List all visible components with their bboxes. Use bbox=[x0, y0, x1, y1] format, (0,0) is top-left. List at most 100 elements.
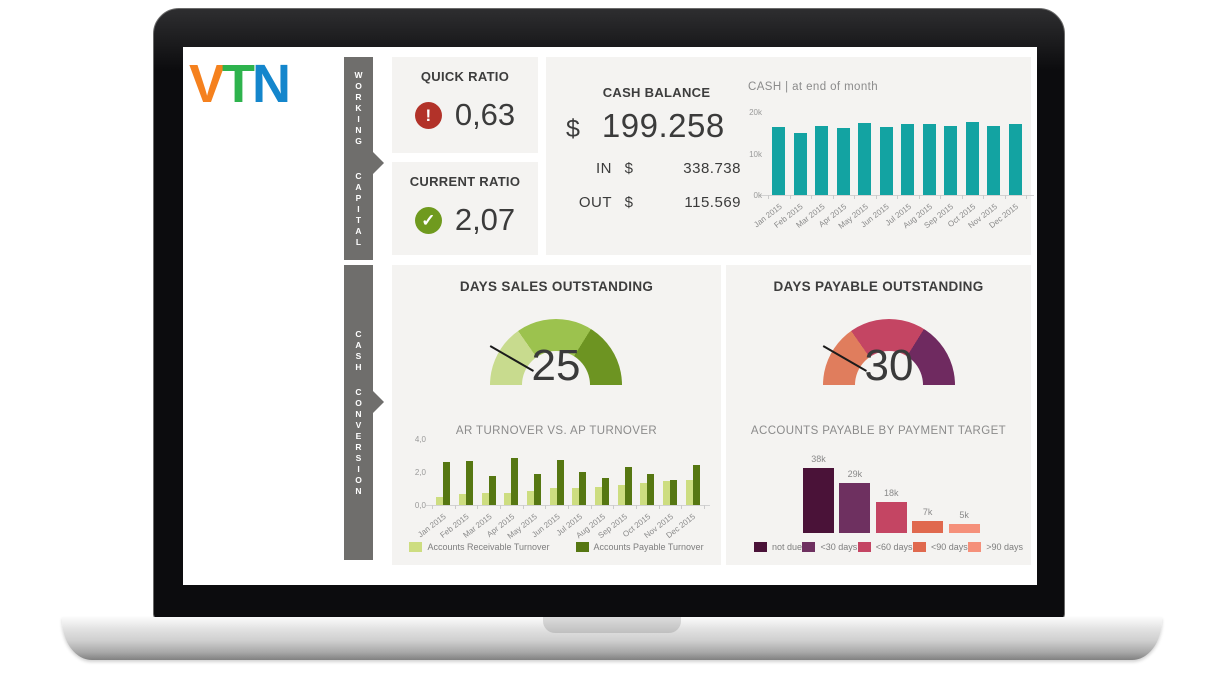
cash-in-value: 338.738 bbox=[683, 160, 741, 177]
y-axis-tick-label: 20k bbox=[749, 108, 762, 117]
quick-ratio-title: QUICK RATIO bbox=[420, 69, 510, 84]
tab-letter: V bbox=[355, 419, 362, 430]
legend-swatch bbox=[409, 542, 423, 552]
legend-swatch bbox=[754, 542, 767, 552]
tab-letter: N bbox=[355, 124, 362, 135]
tab-letter: G bbox=[355, 135, 362, 146]
cash-balance-title: CASH BALANCE bbox=[602, 85, 711, 100]
ap-turnover-bar bbox=[556, 459, 564, 505]
tab-letter: I bbox=[357, 113, 360, 124]
tab-letter: I bbox=[357, 463, 360, 474]
legend-item: >90 days bbox=[968, 542, 1023, 552]
tab-letter: W bbox=[354, 69, 363, 80]
out-label: OUT bbox=[578, 194, 612, 211]
ap-turnover-bar bbox=[511, 457, 519, 505]
payment-target-bar bbox=[839, 483, 871, 533]
vtn-logo: VTN bbox=[189, 54, 291, 114]
legend-item: Accounts Payable Turnover bbox=[575, 542, 704, 552]
tab-letter: P bbox=[355, 192, 362, 203]
dpo-gauge bbox=[822, 319, 955, 385]
legend-label: Accounts Payable Turnover bbox=[593, 542, 704, 552]
quick-ratio-card: QUICK RATIO ! 0,63 bbox=[392, 57, 538, 153]
axis-tick bbox=[432, 505, 433, 509]
ar-turnover-bar bbox=[436, 496, 444, 505]
axis-tick bbox=[704, 505, 705, 509]
legend-label: >90 days bbox=[986, 542, 1023, 552]
cash-bar bbox=[922, 123, 936, 195]
cash-bar bbox=[772, 127, 786, 195]
ar-turnover-bar bbox=[459, 494, 466, 505]
currency-symbol: $ bbox=[566, 115, 580, 143]
alert-icon: ! bbox=[414, 101, 442, 129]
ap-turnover-bar bbox=[692, 465, 700, 505]
axis-tick bbox=[897, 195, 898, 199]
ap-turnover-bar bbox=[670, 480, 677, 505]
tab-letter: L bbox=[355, 236, 362, 247]
cash-bar bbox=[815, 126, 829, 195]
axis-tick bbox=[545, 505, 547, 509]
axis-tick bbox=[636, 505, 637, 509]
axis-tick bbox=[875, 195, 877, 199]
cash-out-value: 115.569 bbox=[684, 194, 741, 211]
cash-bar bbox=[901, 124, 915, 195]
tab-letter: C bbox=[355, 386, 362, 397]
ar-turnover-bar bbox=[572, 487, 580, 505]
tab-letter: E bbox=[355, 430, 362, 441]
axis-tick bbox=[983, 195, 984, 199]
payment-target-chart-title: ACCOUNTS PAYABLE BY PAYMENT TARGET bbox=[750, 425, 1007, 437]
tab-letter: I bbox=[357, 203, 360, 214]
ap-turnover-bar bbox=[647, 474, 655, 505]
ar-ap-turnover-chart: 0,0 2,0 4,0 Jan 2015 Feb 2015 Mar 2015 Apr 201… bbox=[392, 265, 721, 565]
bar-value-label: 7k bbox=[922, 507, 933, 518]
tab-letter: O bbox=[355, 397, 362, 408]
legend-item: Accounts Receivable Turnover bbox=[409, 542, 550, 552]
ap-turnover-bar bbox=[602, 477, 609, 505]
tab-letter: C bbox=[355, 170, 362, 181]
legend-swatch bbox=[575, 542, 589, 552]
axis-tick bbox=[854, 195, 855, 199]
ar-turnover-bar bbox=[504, 492, 512, 505]
cash-out-row: OUT $ 115.569 bbox=[564, 194, 749, 211]
legend-swatch bbox=[857, 542, 871, 552]
current-ratio-card: CURRENT RATIO ✓ 2,07 bbox=[392, 162, 538, 255]
logo-letter: V bbox=[189, 54, 225, 114]
axis-tick bbox=[1026, 195, 1027, 199]
logo-letter: N bbox=[252, 54, 291, 114]
currency-symbol: $ bbox=[624, 160, 634, 177]
axis-tick bbox=[811, 195, 812, 199]
bar-value-label: 38k bbox=[811, 454, 826, 464]
tab-letter: S bbox=[355, 350, 362, 361]
tab-letter: N bbox=[355, 408, 362, 419]
ar-ap-chart-title: AR TURNOVER VS. AP TURNOVER bbox=[455, 425, 658, 437]
dso-title: DAYS SALES OUTSTANDING bbox=[459, 279, 654, 294]
axis-tick bbox=[522, 505, 524, 509]
ar-turnover-bar bbox=[663, 481, 670, 505]
legend-label: <30 days bbox=[820, 542, 858, 552]
tab-letter: C bbox=[355, 328, 362, 339]
axis-tick bbox=[500, 505, 501, 509]
check-icon: ✓ bbox=[414, 206, 442, 234]
logo-letter: T bbox=[222, 54, 255, 114]
tab-letter: O bbox=[355, 474, 362, 485]
ar-turnover-bar bbox=[685, 480, 693, 505]
bar-value-label: 29k bbox=[847, 469, 863, 480]
tab-letter: N bbox=[355, 485, 362, 496]
ap-turnover-bar bbox=[466, 461, 473, 505]
tab-letter: S bbox=[355, 452, 362, 463]
ar-turnover-bar bbox=[617, 485, 625, 505]
legend-item: <90 days bbox=[912, 542, 968, 552]
cash-chart-title: CASH | at end of month bbox=[748, 81, 879, 93]
laptop-notch bbox=[543, 617, 681, 633]
bar-value-label: 18k bbox=[884, 488, 899, 499]
tab-letter: K bbox=[355, 102, 362, 113]
payment-target-legend: not due <30 days <60 days <90 days >90 days bbox=[754, 542, 1023, 552]
ar-turnover-bar bbox=[640, 482, 648, 505]
currency-symbol: $ bbox=[624, 194, 634, 211]
tab-letter: R bbox=[355, 91, 362, 102]
tab-letter: A bbox=[355, 225, 362, 236]
legend-label: not due bbox=[772, 542, 803, 552]
